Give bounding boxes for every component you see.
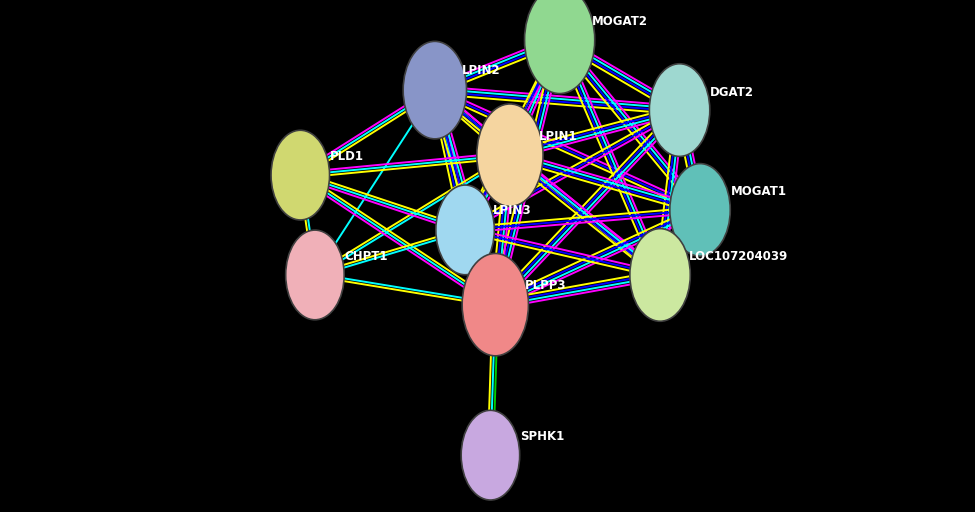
Text: PLPP3: PLPP3 — [525, 279, 566, 292]
Text: LPIN1: LPIN1 — [539, 130, 578, 143]
Text: CHPT1: CHPT1 — [344, 250, 388, 263]
Ellipse shape — [477, 104, 543, 206]
Text: LPIN2: LPIN2 — [462, 64, 501, 77]
Text: DGAT2: DGAT2 — [710, 86, 754, 99]
Ellipse shape — [462, 253, 528, 356]
Text: MOGAT2: MOGAT2 — [592, 15, 647, 28]
Ellipse shape — [630, 229, 690, 321]
Ellipse shape — [461, 410, 520, 500]
Ellipse shape — [404, 41, 467, 139]
Ellipse shape — [436, 185, 494, 275]
Ellipse shape — [271, 130, 330, 220]
Ellipse shape — [286, 230, 344, 320]
Ellipse shape — [525, 0, 595, 94]
Text: MOGAT1: MOGAT1 — [731, 185, 787, 198]
Ellipse shape — [649, 64, 710, 156]
Text: PLD1: PLD1 — [330, 150, 364, 163]
Ellipse shape — [670, 164, 730, 256]
Text: SPHK1: SPHK1 — [520, 430, 564, 443]
Text: LOC107204039: LOC107204039 — [689, 250, 789, 263]
Text: LPIN3: LPIN3 — [492, 204, 531, 217]
